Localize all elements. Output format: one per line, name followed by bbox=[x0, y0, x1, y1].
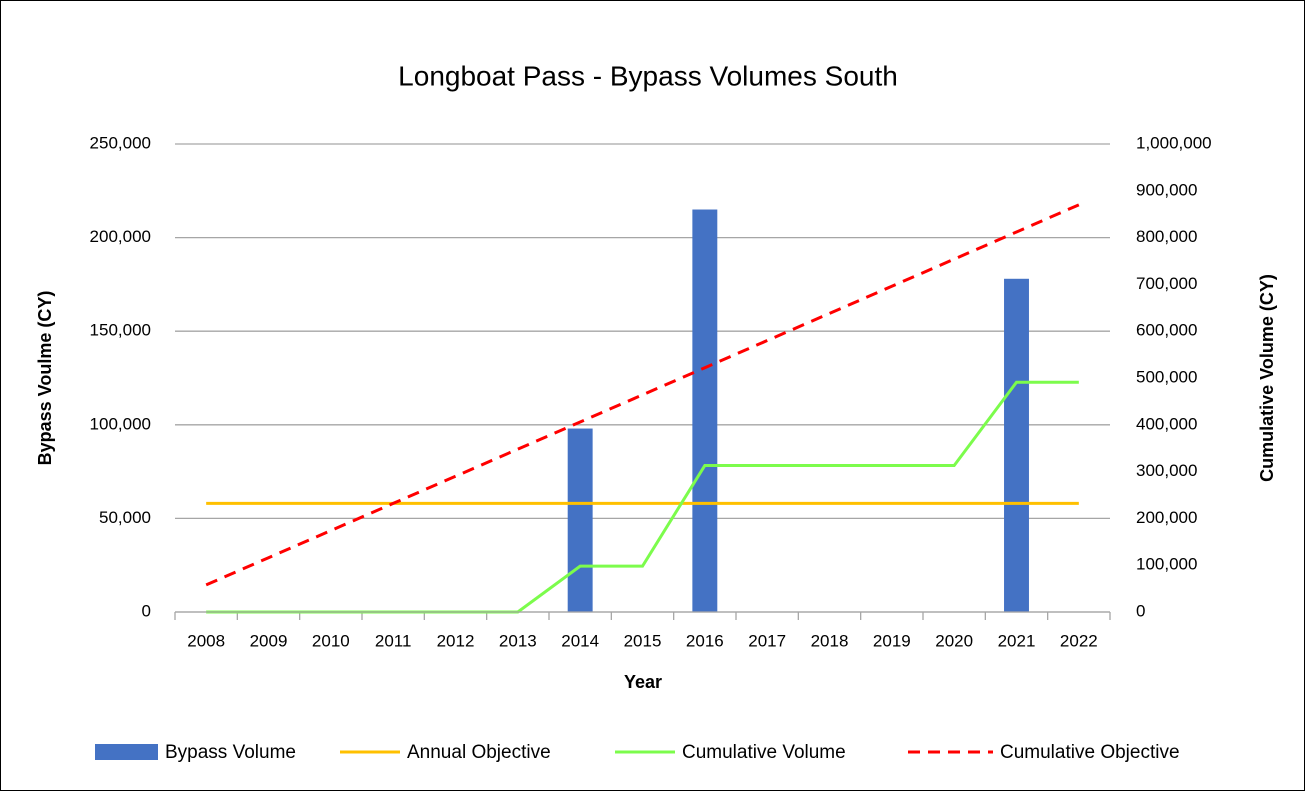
y-tick-label: 150,000 bbox=[90, 321, 151, 340]
y2-tick-label: 1,000,000 bbox=[1136, 133, 1212, 152]
y2-tick-label: 700,000 bbox=[1136, 274, 1197, 293]
x-tick-label: 2016 bbox=[686, 631, 724, 650]
x-axis-label: Year bbox=[624, 672, 662, 692]
y-tick-label: 0 bbox=[142, 601, 151, 620]
x-tick-label: 2017 bbox=[748, 631, 786, 650]
y2-tick-label: 800,000 bbox=[1136, 227, 1197, 246]
x-tick-label: 2011 bbox=[375, 631, 412, 650]
legend-label: Cumulative Volume bbox=[682, 742, 846, 763]
y2-tick-label: 200,000 bbox=[1136, 508, 1197, 527]
x-tick-label: 2013 bbox=[499, 631, 537, 650]
x-tick-label: 2022 bbox=[1060, 631, 1098, 650]
x-tick-label: 2009 bbox=[250, 631, 288, 650]
x-tick-label: 2014 bbox=[561, 631, 599, 650]
bar bbox=[567, 428, 593, 612]
y-axis-label: Bypass Voulme (CY) bbox=[35, 291, 55, 466]
x-tick-label: 2015 bbox=[624, 631, 662, 650]
y-tick-label: 50,000 bbox=[99, 508, 151, 527]
x-tick-label: 2012 bbox=[437, 631, 475, 650]
y2-tick-label: 900,000 bbox=[1136, 180, 1197, 199]
legend-label: Bypass Volume bbox=[165, 742, 296, 763]
y2-tick-label: 400,000 bbox=[1136, 414, 1197, 433]
y-tick-label: 100,000 bbox=[90, 414, 151, 433]
y2-axis-label: Cumulative Volume (CY) bbox=[1257, 274, 1277, 482]
x-tick-label: 2019 bbox=[873, 631, 911, 650]
y2-tick-label: 500,000 bbox=[1136, 367, 1197, 386]
x-tick-label: 2020 bbox=[935, 631, 973, 650]
y2-tick-label: 100,000 bbox=[1136, 555, 1197, 574]
y2-tick-label: 600,000 bbox=[1136, 321, 1197, 340]
y-tick-label: 250,000 bbox=[90, 133, 151, 152]
legend-label: Annual Objective bbox=[407, 742, 551, 763]
y2-tick-label: 0 bbox=[1136, 601, 1145, 620]
bar bbox=[692, 209, 718, 612]
y2-tick-label: 300,000 bbox=[1136, 461, 1197, 480]
x-tick-label: 2021 bbox=[998, 631, 1036, 650]
legend-swatch bbox=[95, 744, 158, 760]
bar bbox=[1004, 278, 1029, 612]
x-tick-label: 2008 bbox=[187, 631, 225, 650]
x-tick-label: 2018 bbox=[811, 631, 849, 650]
chart-title: Longboat Pass - Bypass Volumes South bbox=[398, 60, 898, 91]
y-tick-label: 200,000 bbox=[90, 227, 151, 246]
legend-label: Cumulative Objective bbox=[1000, 742, 1180, 763]
x-tick-label: 2010 bbox=[312, 631, 350, 650]
